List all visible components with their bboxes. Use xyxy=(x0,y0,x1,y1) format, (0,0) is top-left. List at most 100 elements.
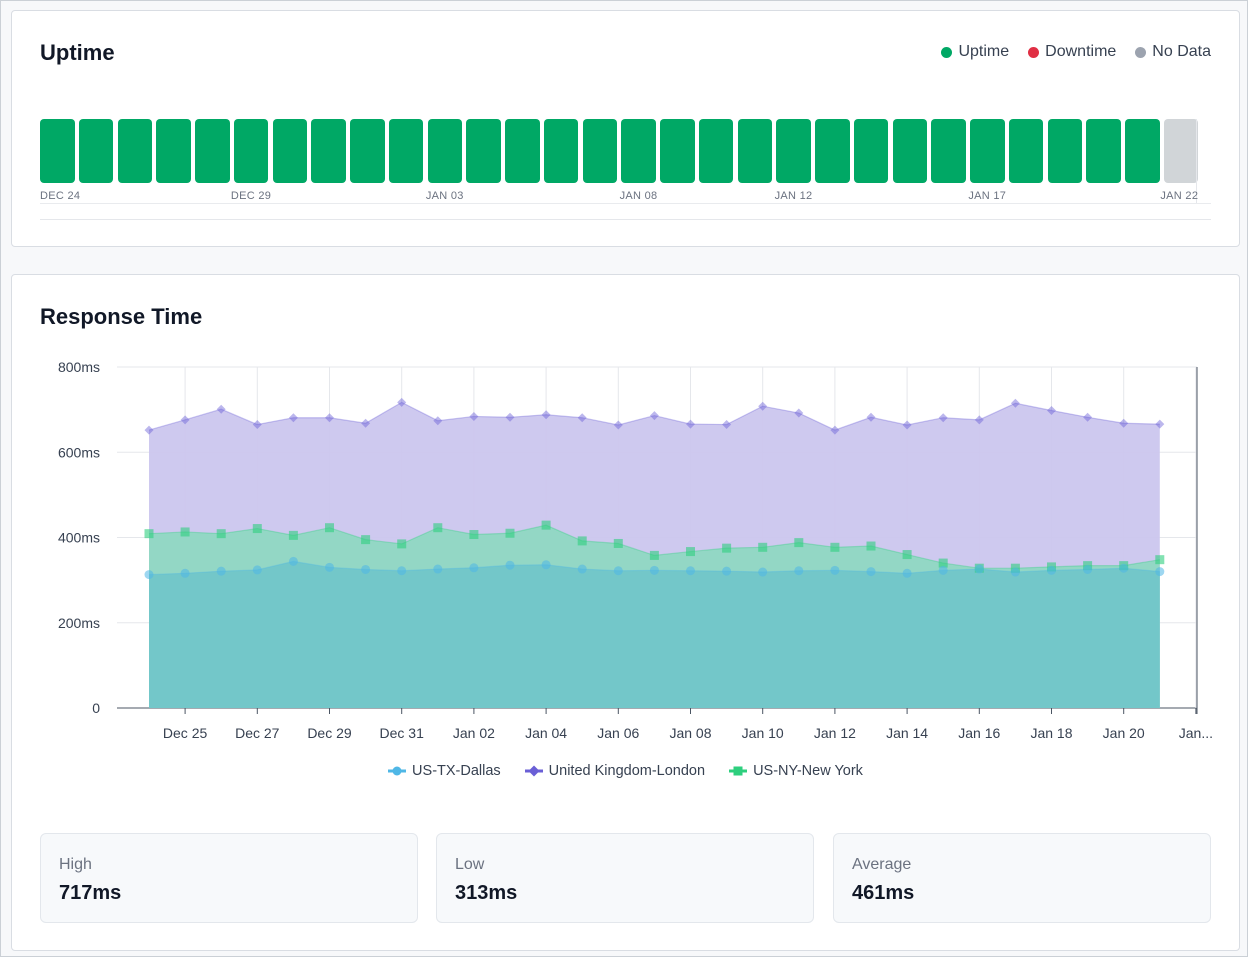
data-point-london xyxy=(541,410,551,420)
uptime-card: Uptime Uptime Downtime No Data DEC 24 DEC… xyxy=(11,10,1240,247)
uptime-tick-label: DEC 24 xyxy=(40,190,81,202)
uptime-day-bar[interactable] xyxy=(78,119,114,183)
data-point-dallas xyxy=(144,570,154,580)
uptime-day-bar[interactable] xyxy=(195,119,230,183)
uptime-legend: Uptime Downtime No Data xyxy=(922,43,1211,61)
uptime-track-edge xyxy=(1196,119,1197,203)
y-tick-label: 800ms xyxy=(58,359,100,375)
legend-item-no-data: No Data xyxy=(1135,43,1211,61)
data-point-new-york xyxy=(288,530,298,540)
stat-label: Average xyxy=(852,856,912,873)
data-point-dallas xyxy=(974,564,984,574)
data-point-dallas xyxy=(325,562,334,572)
uptime-day-bar[interactable] xyxy=(1047,119,1082,183)
uptime-day-bar[interactable] xyxy=(582,119,617,183)
uptime-day-bar[interactable] xyxy=(621,119,656,183)
uptime-day-bar[interactable] xyxy=(931,119,966,183)
series-legend: US-TX-Dallas United Kingdom-London US-NY… xyxy=(12,763,1239,779)
uptime-bar-chart: DEC 24 DEC 29 JAN 03 JAN 08 JAN 12 JAN 17 JAN … xyxy=(40,119,1211,220)
uptime-day-bar[interactable] xyxy=(311,119,346,183)
data-point-new-york xyxy=(180,527,190,537)
uptime-dot-icon xyxy=(941,46,953,58)
data-point-london xyxy=(758,401,768,411)
data-point-dallas xyxy=(541,560,551,570)
uptime-day-bar[interactable] xyxy=(543,119,579,183)
legend-item-london[interactable]: United Kingdom-London xyxy=(524,763,706,779)
data-point-new-york xyxy=(938,558,948,568)
data-point-dallas xyxy=(613,566,623,576)
data-point-london xyxy=(180,415,190,425)
uptime-day-bar[interactable] xyxy=(1163,119,1199,183)
stat-value: 717ms xyxy=(59,882,122,904)
legend-label: Downtime xyxy=(1045,43,1117,60)
legend-label: United Kingdom-London xyxy=(548,763,706,779)
x-tick-label: Dec 29 xyxy=(307,725,352,741)
uptime-tick-label: JAN 12 xyxy=(774,190,813,202)
data-point-new-york xyxy=(830,542,840,552)
uptime-day-bar[interactable] xyxy=(156,119,191,183)
data-point-new-york xyxy=(216,529,226,539)
data-point-new-york xyxy=(686,547,695,557)
data-point-london xyxy=(686,419,695,429)
data-point-dallas xyxy=(433,564,443,574)
data-point-dallas xyxy=(866,567,876,577)
stat-high: High 717ms xyxy=(40,833,418,923)
data-point-london xyxy=(216,404,226,414)
uptime-day-bar[interactable] xyxy=(1125,119,1160,183)
data-point-dallas xyxy=(1155,567,1165,577)
data-point-new-york xyxy=(758,542,768,552)
data-point-london xyxy=(722,420,732,430)
uptime-tick-label: JAN 17 xyxy=(968,190,1007,202)
data-point-london xyxy=(1047,405,1056,415)
uptime-day-bar[interactable] xyxy=(427,119,462,183)
uptime-day-bar[interactable] xyxy=(815,119,850,183)
data-point-dallas xyxy=(216,566,226,576)
legend-label: US-TX-Dallas xyxy=(412,763,501,779)
uptime-day-bar[interactable] xyxy=(698,119,734,183)
data-point-london xyxy=(325,413,334,423)
legend-label: No Data xyxy=(1152,43,1211,60)
data-point-london xyxy=(505,412,515,422)
y-tick-label: 200ms xyxy=(58,615,100,631)
data-point-dallas xyxy=(577,564,587,574)
legend-label: US-NY-New York xyxy=(753,763,863,779)
uptime-day-bar[interactable] xyxy=(970,119,1005,183)
uptime-day-bar[interactable] xyxy=(40,119,75,183)
legend-item-dallas[interactable]: US-TX-Dallas xyxy=(388,763,501,779)
uptime-day-bar[interactable] xyxy=(466,119,501,183)
uptime-day-bar[interactable] xyxy=(892,119,927,183)
uptime-day-bar[interactable] xyxy=(233,119,269,183)
legend-item-new-york[interactable]: US-NY-New York xyxy=(729,763,863,779)
data-point-dallas xyxy=(830,565,840,575)
data-point-dallas xyxy=(686,566,695,576)
uptime-day-bar[interactable] xyxy=(505,119,540,183)
data-point-london xyxy=(866,412,876,422)
downtime-dot-icon xyxy=(1028,46,1040,58)
uptime-tick-label: DEC 29 xyxy=(230,190,272,202)
uptime-day-bar[interactable] xyxy=(776,119,811,183)
data-point-london xyxy=(144,425,154,435)
x-tick-label: Jan 10 xyxy=(742,725,784,741)
uptime-day-bar[interactable] xyxy=(853,119,889,183)
uptime-day-bar[interactable] xyxy=(388,119,424,183)
uptime-day-bar[interactable] xyxy=(350,119,385,183)
data-point-dallas xyxy=(722,566,732,576)
uptime-day-bar[interactable] xyxy=(1008,119,1044,183)
uptime-day-bar[interactable] xyxy=(660,119,695,183)
uptime-day-bar[interactable] xyxy=(272,119,307,183)
data-point-london xyxy=(252,420,262,430)
uptime-tick-label: JAN 22 xyxy=(1160,190,1199,202)
x-tick-label: Dec 31 xyxy=(380,725,425,741)
data-point-new-york xyxy=(649,550,659,560)
legend-label: Uptime xyxy=(958,43,1010,60)
uptime-day-bar[interactable] xyxy=(737,119,772,183)
uptime-day-bar[interactable] xyxy=(1086,119,1121,183)
x-tick-label: Jan 02 xyxy=(453,725,495,741)
data-point-new-york xyxy=(541,520,551,530)
uptime-day-bar[interactable] xyxy=(117,119,152,183)
y-tick-label: 400ms xyxy=(58,530,100,546)
data-point-london xyxy=(288,413,298,423)
data-point-dallas xyxy=(758,567,768,577)
data-point-new-york xyxy=(433,523,443,533)
data-point-dallas xyxy=(469,563,479,573)
